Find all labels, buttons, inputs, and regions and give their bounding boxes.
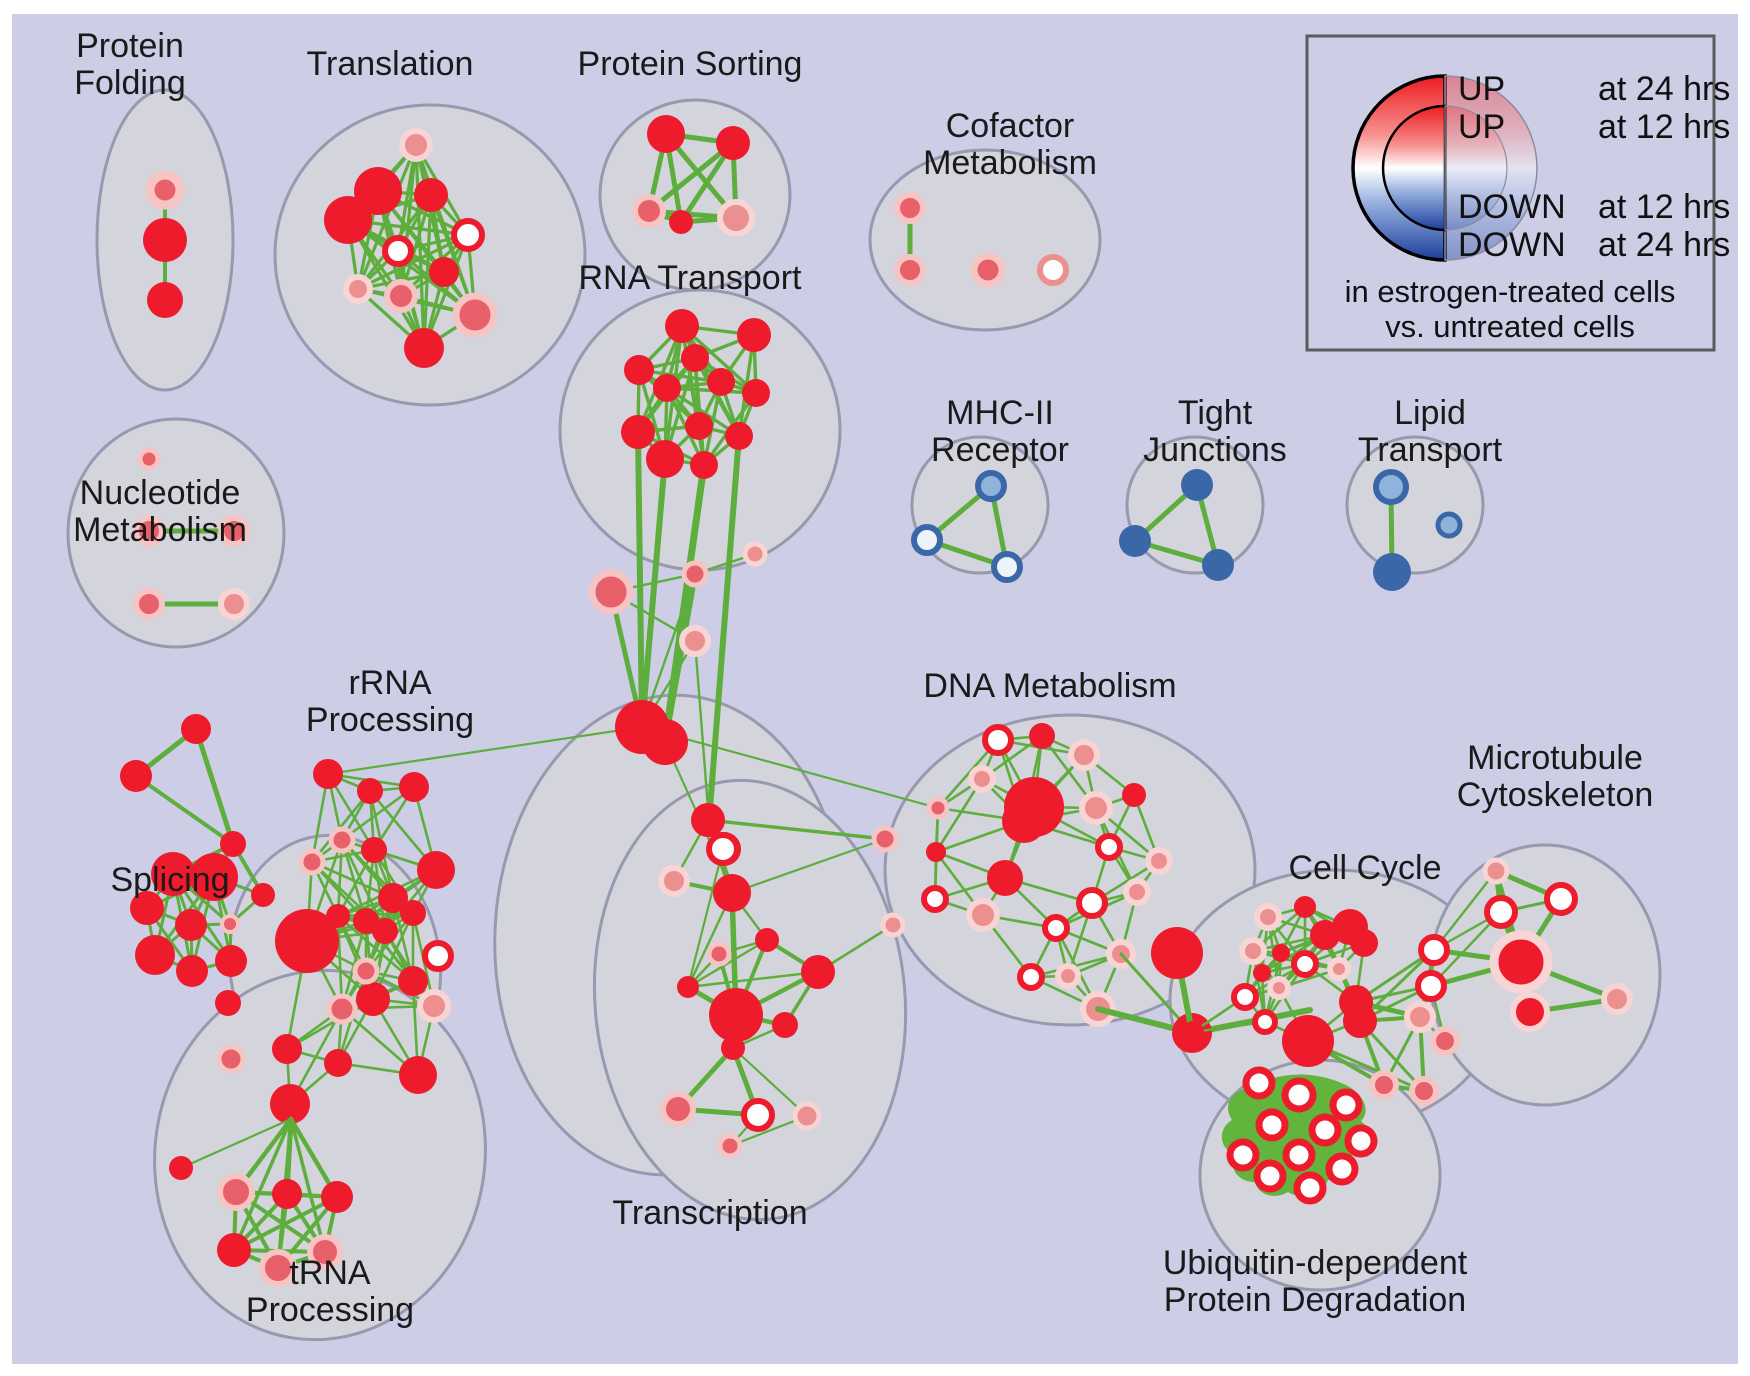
svg-text:in estrogen-treated cells: in estrogen-treated cells (1345, 274, 1676, 309)
svg-text:at 12 hrs: at 12 hrs (1598, 108, 1730, 146)
svg-text:UP: UP (1458, 108, 1505, 146)
svg-text:DOWN: DOWN (1458, 188, 1566, 226)
svg-text:UP: UP (1458, 70, 1505, 108)
svg-text:vs. untreated cells: vs. untreated cells (1385, 309, 1635, 344)
svg-text:at 24 hrs: at 24 hrs (1598, 70, 1730, 108)
svg-text:at 24 hrs: at 24 hrs (1598, 226, 1730, 264)
svg-text:at 12 hrs: at 12 hrs (1598, 188, 1730, 226)
svg-text:DOWN: DOWN (1458, 226, 1566, 264)
